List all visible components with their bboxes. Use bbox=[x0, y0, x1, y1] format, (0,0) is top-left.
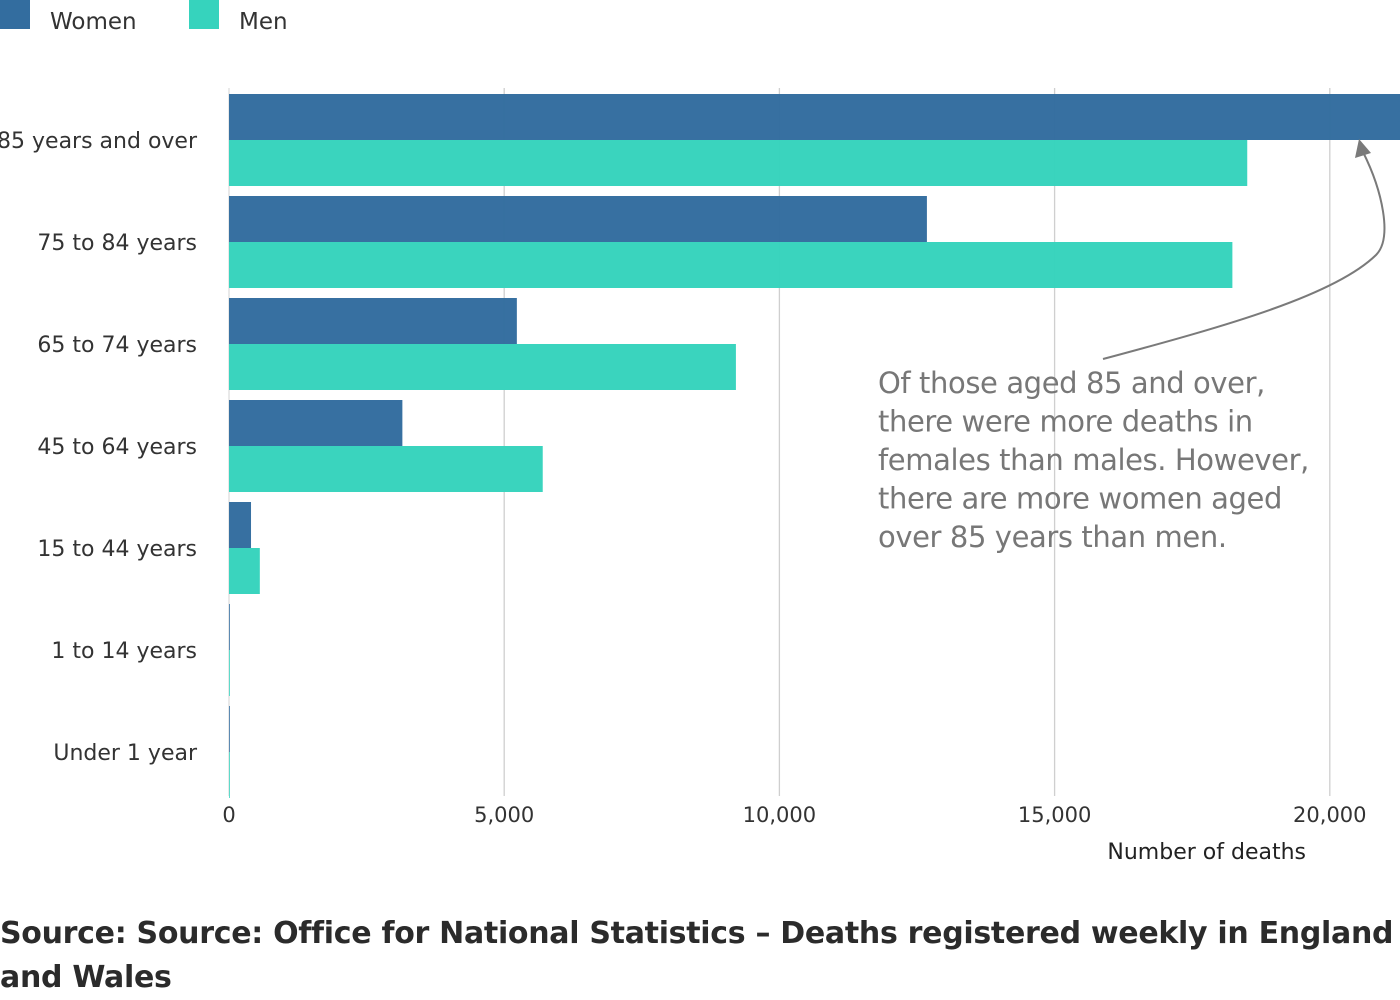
annotation-text-line: females than males. However, bbox=[878, 443, 1309, 477]
bar-men bbox=[229, 548, 260, 594]
category-label: 65 to 74 years bbox=[37, 333, 197, 358]
x-tick-label: 10,000 bbox=[743, 803, 816, 827]
annotation-arrow-line bbox=[1102, 151, 1386, 360]
annotation-text-line: over 85 years than men. bbox=[878, 520, 1227, 554]
bar-men bbox=[229, 344, 736, 390]
category-label: 45 to 64 years bbox=[37, 435, 197, 460]
bar-women bbox=[229, 604, 230, 650]
bar-men bbox=[229, 752, 230, 798]
source-note: Source: Source: Office for National Stat… bbox=[0, 916, 1394, 995]
bar-women bbox=[229, 400, 403, 446]
category-label: 85 years and over bbox=[0, 129, 198, 154]
bar-men bbox=[229, 242, 1233, 288]
bars bbox=[229, 94, 1400, 798]
x-axis-label: Number of deaths bbox=[1107, 840, 1306, 865]
bar-men bbox=[229, 650, 230, 696]
legend: Women Men bbox=[0, 0, 288, 35]
annotation-text-line: Of those aged 85 and over, bbox=[878, 366, 1265, 400]
bar-women bbox=[229, 196, 927, 242]
annotation-arrowhead bbox=[1355, 139, 1371, 158]
bar-women bbox=[229, 298, 517, 344]
legend-label-women: Women bbox=[50, 9, 137, 35]
bar-men bbox=[229, 446, 543, 492]
category-label: Under 1 year bbox=[53, 741, 198, 766]
bar-women bbox=[229, 94, 1400, 140]
x-tick-label: 5,000 bbox=[474, 803, 534, 827]
bar-men bbox=[229, 140, 1248, 186]
x-tick-label: 0 bbox=[222, 803, 235, 827]
legend-swatch-men bbox=[189, 0, 219, 29]
bar-women bbox=[229, 502, 252, 548]
annotation-text-line: there are more women aged bbox=[878, 482, 1282, 516]
x-tick-label: 20,000 bbox=[1293, 803, 1366, 827]
category-label: 75 to 84 years bbox=[37, 231, 197, 256]
annotation: Of those aged 85 and over, there were mor… bbox=[878, 139, 1386, 554]
bar-chart: Women Men 85 years and over 75 to 84 years… bbox=[0, 0, 1400, 865]
x-tick-labels: 0 5,000 10,000 15,000 20,000 bbox=[222, 803, 1366, 827]
legend-swatch-women bbox=[0, 0, 30, 29]
category-labels: 85 years and over 75 to 84 years 65 to 74 … bbox=[0, 129, 198, 766]
legend-label-men: Men bbox=[239, 9, 288, 35]
category-label: 1 to 14 years bbox=[51, 639, 197, 664]
x-tick-label: 15,000 bbox=[1018, 803, 1091, 827]
annotation-text-line: there were more deaths in bbox=[878, 405, 1253, 439]
bar-women bbox=[229, 706, 230, 752]
category-label: 15 to 44 years bbox=[37, 537, 197, 562]
